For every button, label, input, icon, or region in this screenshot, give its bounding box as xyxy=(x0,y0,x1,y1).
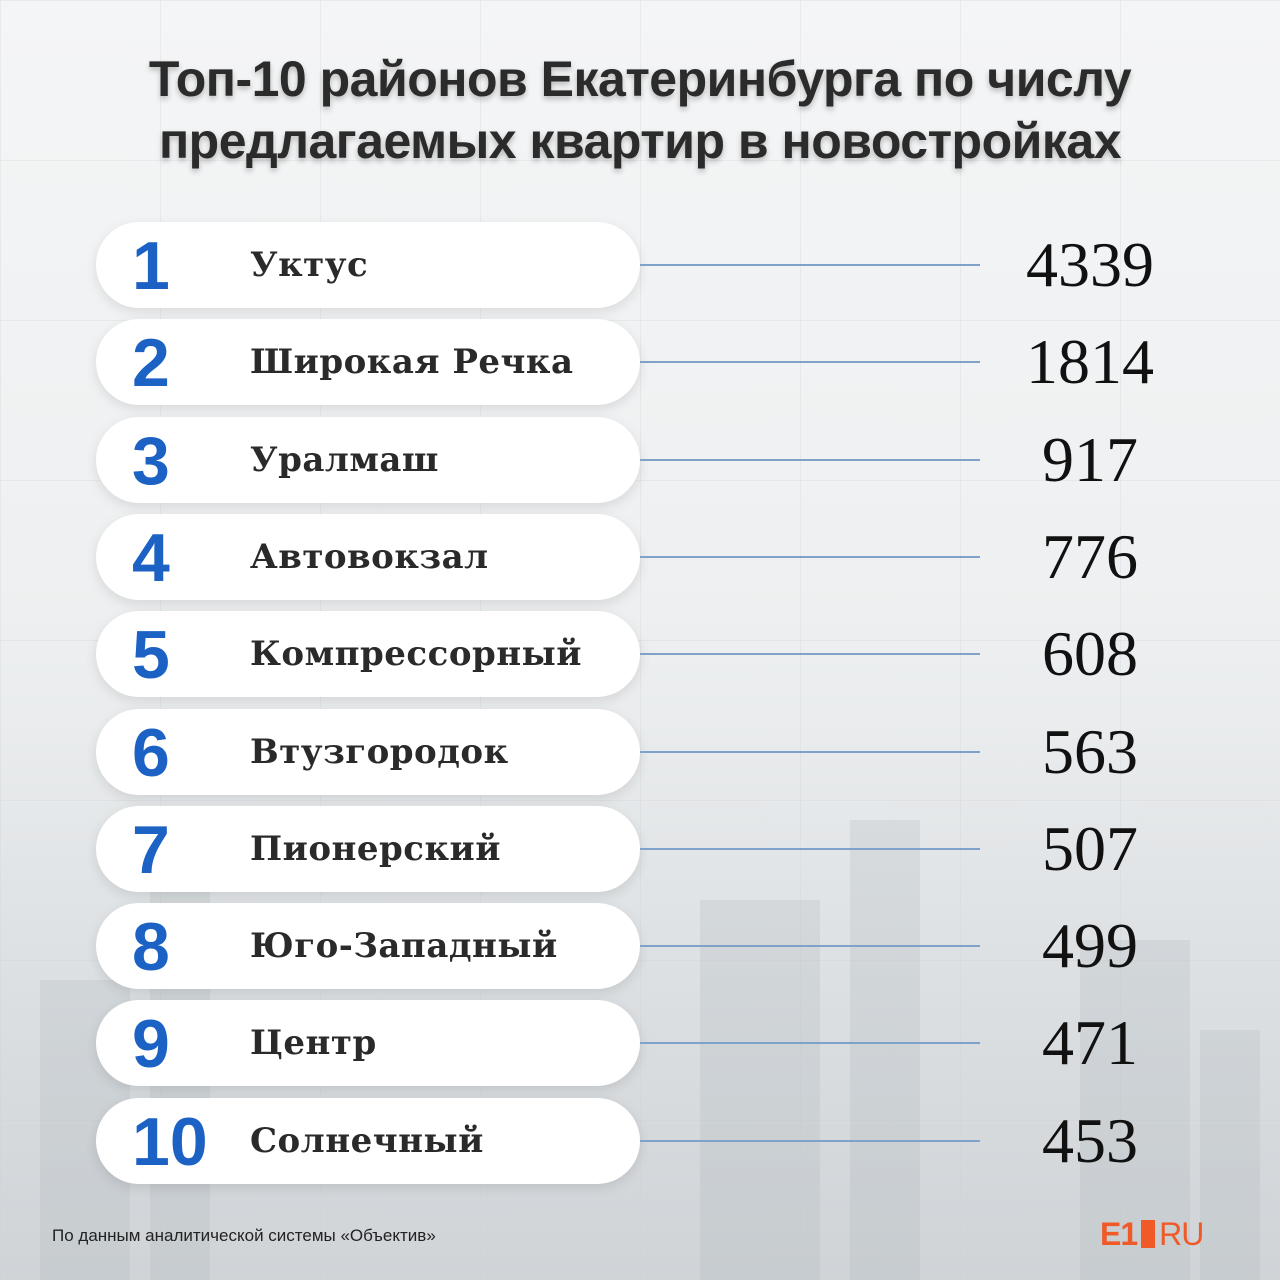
rank-number: 9 xyxy=(132,1006,170,1083)
title-line-2: предлагаемых квартир в новостройках xyxy=(158,113,1122,169)
table-row: 2 Широкая Речка 1814 xyxy=(0,319,1280,406)
value-label: 4339 xyxy=(1026,229,1154,300)
connector-line xyxy=(640,458,980,461)
rank-number: 7 xyxy=(132,811,170,888)
district-name: Центр xyxy=(250,1023,377,1064)
row-pill xyxy=(96,805,640,892)
value-label: 453 xyxy=(1042,1104,1138,1176)
table-row: 7 Пионерский 507 xyxy=(0,805,1280,892)
row-pill xyxy=(96,903,640,990)
rank-number: 6 xyxy=(132,714,170,791)
rank-number: 4 xyxy=(132,519,170,596)
connector-line xyxy=(640,945,980,948)
row-pill xyxy=(96,1000,640,1087)
row-pill xyxy=(96,416,640,503)
district-name: Солнечный xyxy=(250,1120,484,1161)
rank-number: 10 xyxy=(132,1103,208,1180)
rank-number: 5 xyxy=(132,617,170,694)
district-name: Юго-Западный xyxy=(250,926,558,967)
district-name: Втузгородок xyxy=(250,731,509,772)
table-row: 3 Уралмаш 917 xyxy=(0,416,1280,503)
value-label: 608 xyxy=(1042,618,1138,690)
table-row: 6 Втузгородок 563 xyxy=(0,708,1280,795)
source-note: По данным аналитической системы «Объекти… xyxy=(52,1226,436,1245)
logo-square-icon xyxy=(1141,1220,1156,1248)
value-label: 563 xyxy=(1042,715,1138,787)
district-name: Уралмаш xyxy=(250,439,439,480)
row-pill xyxy=(96,708,640,795)
table-row: 8 Юго-Западный 499 xyxy=(0,903,1280,990)
connector-line xyxy=(640,264,980,266)
table-row: 5 Компрессорный 608 xyxy=(0,611,1280,698)
title-line-1: Топ-10 районов Екатеринбурга по числу xyxy=(148,51,1132,107)
rank-number: 8 xyxy=(132,909,170,986)
connector-line xyxy=(640,847,980,850)
table-row: 1 Уктус 4339 xyxy=(0,222,1280,308)
row-pill xyxy=(96,319,640,406)
rank-number: 2 xyxy=(132,325,170,402)
value-label: 499 xyxy=(1042,910,1138,982)
row-pill xyxy=(96,611,640,698)
connector-line xyxy=(640,653,980,656)
row-pill xyxy=(96,513,640,600)
rank-number: 3 xyxy=(132,422,170,499)
district-name: Компрессорный xyxy=(250,634,582,675)
connector-line xyxy=(640,1139,980,1142)
logo-e1-text: E1 xyxy=(1100,1215,1138,1252)
value-label: 776 xyxy=(1042,520,1138,592)
table-row: 10 Солнечный 453 xyxy=(0,1097,1280,1184)
value-label: 471 xyxy=(1042,1007,1138,1079)
chart-title: Топ-10 районов Екатеринбурга по числу пр… xyxy=(0,48,1280,172)
district-name: Пионерский xyxy=(250,828,501,869)
table-row: 9 Центр 471 xyxy=(0,1000,1280,1087)
row-pill xyxy=(96,1097,640,1184)
row-pill xyxy=(96,222,640,308)
connector-line xyxy=(640,361,980,364)
district-name: Широкая Речка xyxy=(250,342,574,383)
value-label: 917 xyxy=(1042,423,1138,495)
e1-logo: E1 RU xyxy=(1100,1214,1204,1254)
connector-line xyxy=(640,1042,980,1045)
value-label: 507 xyxy=(1042,812,1138,884)
connector-line xyxy=(640,750,980,753)
connector-line xyxy=(640,555,980,558)
logo-ru-text: RU xyxy=(1159,1215,1204,1252)
district-name: Уктус xyxy=(250,245,369,285)
rank-number: 1 xyxy=(132,228,170,304)
table-row: 4 Автовокзал 776 xyxy=(0,513,1280,600)
district-name: Автовокзал xyxy=(250,536,489,577)
value-label: 1814 xyxy=(1026,326,1154,398)
